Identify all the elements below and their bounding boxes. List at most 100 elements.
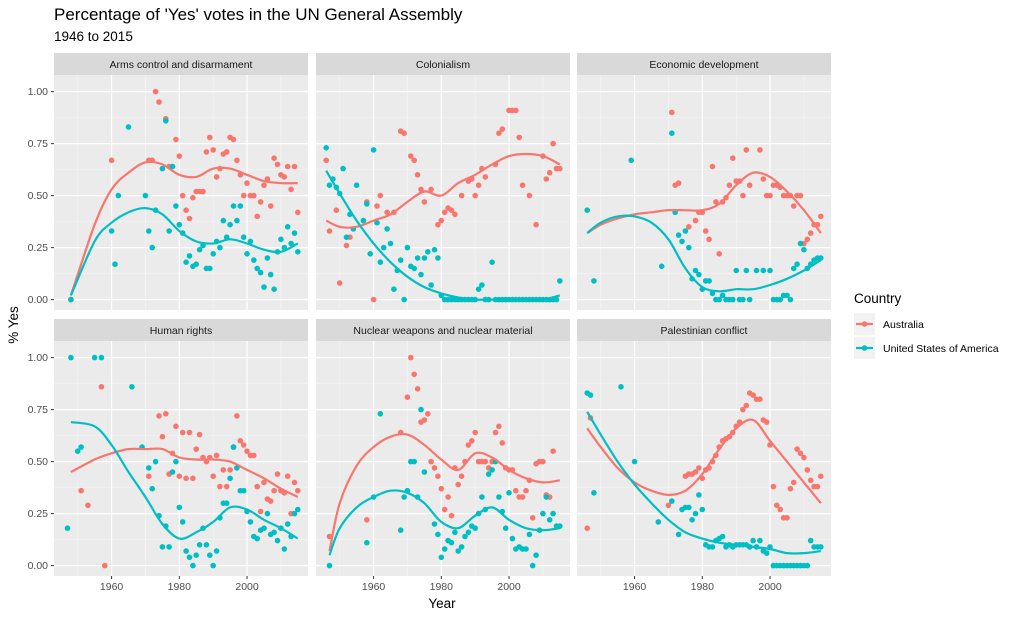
data-point [284,163,291,170]
data-point [264,510,271,517]
data-point [85,502,91,509]
data-point [176,504,183,511]
data-point [173,136,179,143]
y-axis-title: % Yes [6,306,21,344]
data-point [713,199,719,205]
data-point [686,224,692,230]
data-point [499,126,506,132]
data-point [159,165,166,172]
data-point [801,246,807,253]
data-point [763,550,770,556]
data-point [213,452,220,459]
data-point [465,529,472,536]
data-point [692,217,699,224]
data-point [343,234,350,240]
data-point [271,286,277,293]
data-point [284,521,291,527]
data-point [458,192,465,199]
data-point [274,161,281,168]
data-point [696,465,702,471]
data-point [557,278,563,284]
smooth-line [69,160,298,296]
x-tick-label: 1980 [168,581,192,593]
data-point [142,192,149,199]
data-point [196,542,203,548]
data-point [818,473,824,480]
data-point [757,147,763,153]
data-point [176,473,183,480]
data-point [797,450,804,457]
data-point [326,228,333,234]
data-point [295,209,301,216]
data-point [210,562,216,569]
data-point [404,394,411,401]
data-point [98,384,105,390]
data-point [183,548,189,554]
data-point [237,203,244,209]
data-point [230,444,237,450]
data-point [340,165,346,172]
data-point [173,458,179,465]
data-point [247,519,254,525]
data-point [479,282,485,288]
data-point [267,271,274,278]
y-tick-label: 0.00 [28,560,49,572]
data-point [733,267,739,274]
data-point [804,236,811,243]
data-point [244,251,250,257]
data-point [333,207,340,213]
data-point [257,199,264,205]
data-point [411,157,418,164]
data-point [166,544,172,550]
data-point [465,442,472,448]
data-point [210,251,216,257]
data-point [288,186,294,193]
data-point [254,535,260,542]
data-point [452,529,458,536]
data-point [462,533,468,540]
legend-key-point [861,321,868,327]
data-point [441,209,448,216]
data-point [234,157,240,164]
data-point [418,406,424,413]
smooth-line [328,432,560,552]
data-point [557,165,563,172]
data-point [787,296,794,303]
data-point [267,498,274,504]
data-point [220,217,227,224]
data-point [244,180,250,186]
data-point [529,562,536,569]
data-point [397,527,404,533]
data-point [391,286,397,293]
data-point [702,228,709,234]
smooth-line [586,418,822,504]
data-point [418,271,424,278]
data-point [509,535,516,542]
facet-strip-label: Economic development [649,59,758,71]
data-point [818,213,824,220]
data-point [428,458,434,465]
data-point [523,546,529,552]
data-point [807,477,814,484]
data-point [540,458,546,465]
data-point [183,259,189,266]
data-point [418,186,424,193]
data-point [343,242,350,249]
data-point [169,163,176,170]
data-point [414,386,421,392]
x-tick-label: 1960 [362,581,386,593]
data-point [223,500,230,507]
data-point [234,413,240,419]
data-point [431,246,438,253]
data-point [163,118,169,124]
data-point [794,261,800,268]
data-point [207,552,213,558]
data-point [295,249,301,255]
x-tick-label: 1960 [623,581,647,593]
data-point [516,134,522,141]
data-point [186,215,193,222]
data-point [336,280,343,286]
data-point [523,487,529,494]
data-point [68,354,74,361]
y-tick-label: 0.75 [28,138,49,150]
